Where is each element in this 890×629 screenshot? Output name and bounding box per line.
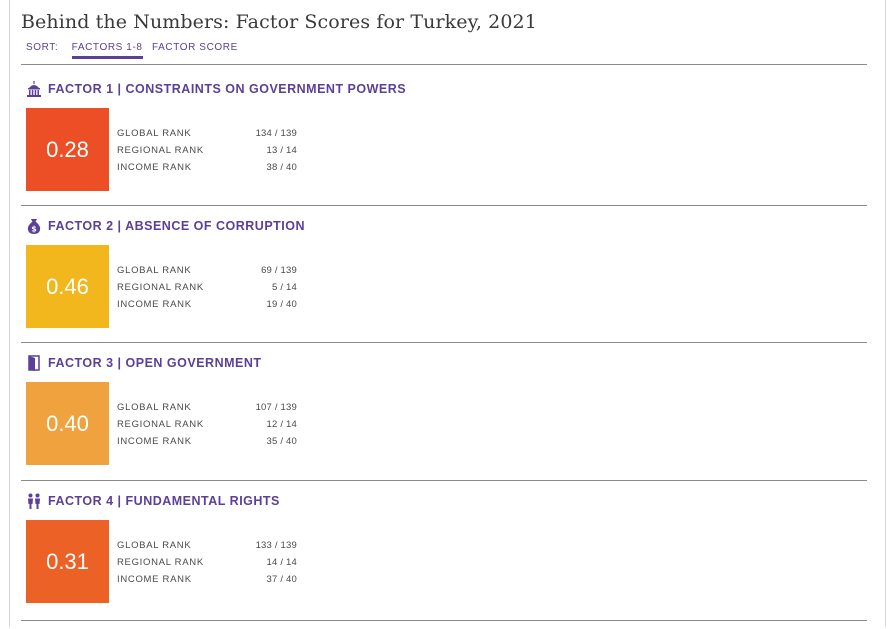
rank-row: INCOME RANK 38 / 40 [117, 162, 297, 179]
factor-title: FACTOR 2 | ABSENCE OF CORRUPTION [48, 219, 306, 233]
rank-value: 19 / 40 [266, 299, 297, 310]
score-value: 0.31 [46, 548, 89, 574]
factor-header: TURKEY 0.310.01.0REGIONAL AVG 0.51GLOBAL… [26, 492, 573, 591]
door-icon: TURKEY 0.400.01.0REGIONAL AVG 0.48GLOBAL… [26, 355, 573, 453]
svg-text:$: $ [31, 225, 37, 234]
factor-section-1: TURKEY 0.280.01.0REGIONAL AVG 0.42GLOBAL… [0, 80, 890, 217]
rank-row: INCOME RANK 37 / 40 [117, 574, 297, 591]
rank-list: GLOBAL RANK 69 / 139 REGIONAL RANK 5 / 14 IN… [117, 265, 297, 316]
rank-value: 133 / 139 [255, 540, 297, 551]
rank-row: INCOME RANK 35 / 40 [117, 436, 297, 453]
rank-label: INCOME RANK [117, 436, 192, 447]
sort-label: SORT: [26, 42, 59, 53]
rank-list: GLOBAL RANK 134 / 139 REGIONAL RANK 13 / 14… [117, 128, 297, 179]
factor-title: FACTOR 1 | CONSTRAINTS ON GOVERNMENT POW… [48, 82, 407, 96]
divider [21, 480, 867, 481]
rank-label: GLOBAL RANK [117, 128, 192, 139]
rank-row: GLOBAL RANK 107 / 139 [117, 402, 297, 419]
score-box: 0.31 [26, 520, 109, 603]
divider [21, 342, 867, 343]
rank-row: INCOME RANK 19 / 40 [117, 299, 297, 316]
rank-value: 69 / 139 [261, 265, 297, 276]
rank-list: GLOBAL RANK 133 / 139 REGIONAL RANK 14 / 14… [117, 540, 297, 591]
score-chart [305, 227, 865, 327]
score-box: 0.40 [26, 382, 109, 465]
factor-section-2: $TURKEY 0.460.01.0REGIONAL AVG 0.44GLOBA… [0, 217, 890, 354]
factor-section-4: TURKEY 0.310.01.0REGIONAL AVG 0.51GLOBAL… [0, 492, 890, 629]
rank-label: GLOBAL RANK [117, 540, 192, 551]
rank-value: 13 / 14 [266, 145, 297, 156]
rank-row: REGIONAL RANK 13 / 14 [117, 145, 297, 162]
divider [21, 620, 867, 621]
factor-title: FACTOR 3 | OPEN GOVERNMENT [48, 356, 262, 370]
rank-value: 134 / 139 [255, 128, 297, 139]
rank-value: 5 / 14 [272, 282, 297, 293]
rank-value: 37 / 40 [266, 574, 297, 585]
rank-row: REGIONAL RANK 5 / 14 [117, 282, 297, 299]
rank-value: 14 / 14 [266, 557, 297, 568]
rank-label: REGIONAL RANK [117, 282, 204, 293]
rank-row: GLOBAL RANK 69 / 139 [117, 265, 297, 282]
rank-label: INCOME RANK [117, 299, 192, 310]
score-chart [305, 502, 865, 602]
score-value: 0.40 [46, 410, 89, 436]
rank-label: REGIONAL RANK [117, 145, 204, 156]
rank-row: GLOBAL RANK 134 / 139 [117, 128, 297, 145]
rank-value: 107 / 139 [255, 402, 297, 413]
rank-label: GLOBAL RANK [117, 265, 192, 276]
sort-option-factors[interactable]: FACTORS 1-8 [71, 42, 143, 59]
factor-section-3: TURKEY 0.400.01.0REGIONAL AVG 0.48GLOBAL… [0, 354, 890, 491]
score-value: 0.28 [46, 136, 89, 162]
rank-row: REGIONAL RANK 14 / 14 [117, 557, 297, 574]
rank-label: REGIONAL RANK [117, 419, 204, 430]
divider [21, 64, 867, 65]
rank-row: REGIONAL RANK 12 / 14 [117, 419, 297, 436]
score-box: 0.28 [26, 108, 109, 191]
score-box: 0.46 [26, 245, 109, 328]
sort-option-factor-score[interactable]: FACTOR SCORE [151, 42, 238, 53]
money-bag-icon: $TURKEY 0.460.01.0REGIONAL AVG 0.44GLOBA… [26, 218, 573, 316]
sort-bar: SORT: FACTORS 1-8 FACTOR SCORE [26, 42, 238, 59]
panel-frame [9, 0, 886, 627]
rank-label: REGIONAL RANK [117, 557, 204, 568]
factor-title: FACTOR 4 | FUNDAMENTAL RIGHTS [48, 494, 280, 508]
factor-header: $TURKEY 0.460.01.0REGIONAL AVG 0.44GLOBA… [26, 217, 573, 316]
rank-value: 35 / 40 [266, 436, 297, 447]
score-value: 0.46 [46, 273, 89, 299]
rank-value: 12 / 14 [266, 419, 297, 430]
divider [21, 205, 867, 206]
capitol-icon: TURKEY 0.280.01.0REGIONAL AVG 0.42GLOBAL… [26, 81, 573, 179]
rank-row: GLOBAL RANK 133 / 139 [117, 540, 297, 557]
rank-label: INCOME RANK [117, 162, 192, 173]
people-icon: TURKEY 0.310.01.0REGIONAL AVG 0.51GLOBAL… [26, 493, 573, 591]
score-chart [305, 90, 865, 190]
rank-list: GLOBAL RANK 107 / 139 REGIONAL RANK 12 / 14… [117, 402, 297, 453]
rank-value: 38 / 40 [266, 162, 297, 173]
page-title: Behind the Numbers: Factor Scores for Tu… [21, 11, 537, 33]
factor-header: TURKEY 0.400.01.0REGIONAL AVG 0.48GLOBAL… [26, 354, 573, 453]
rank-label: GLOBAL RANK [117, 402, 192, 413]
score-chart [305, 364, 865, 464]
rank-label: INCOME RANK [117, 574, 192, 585]
